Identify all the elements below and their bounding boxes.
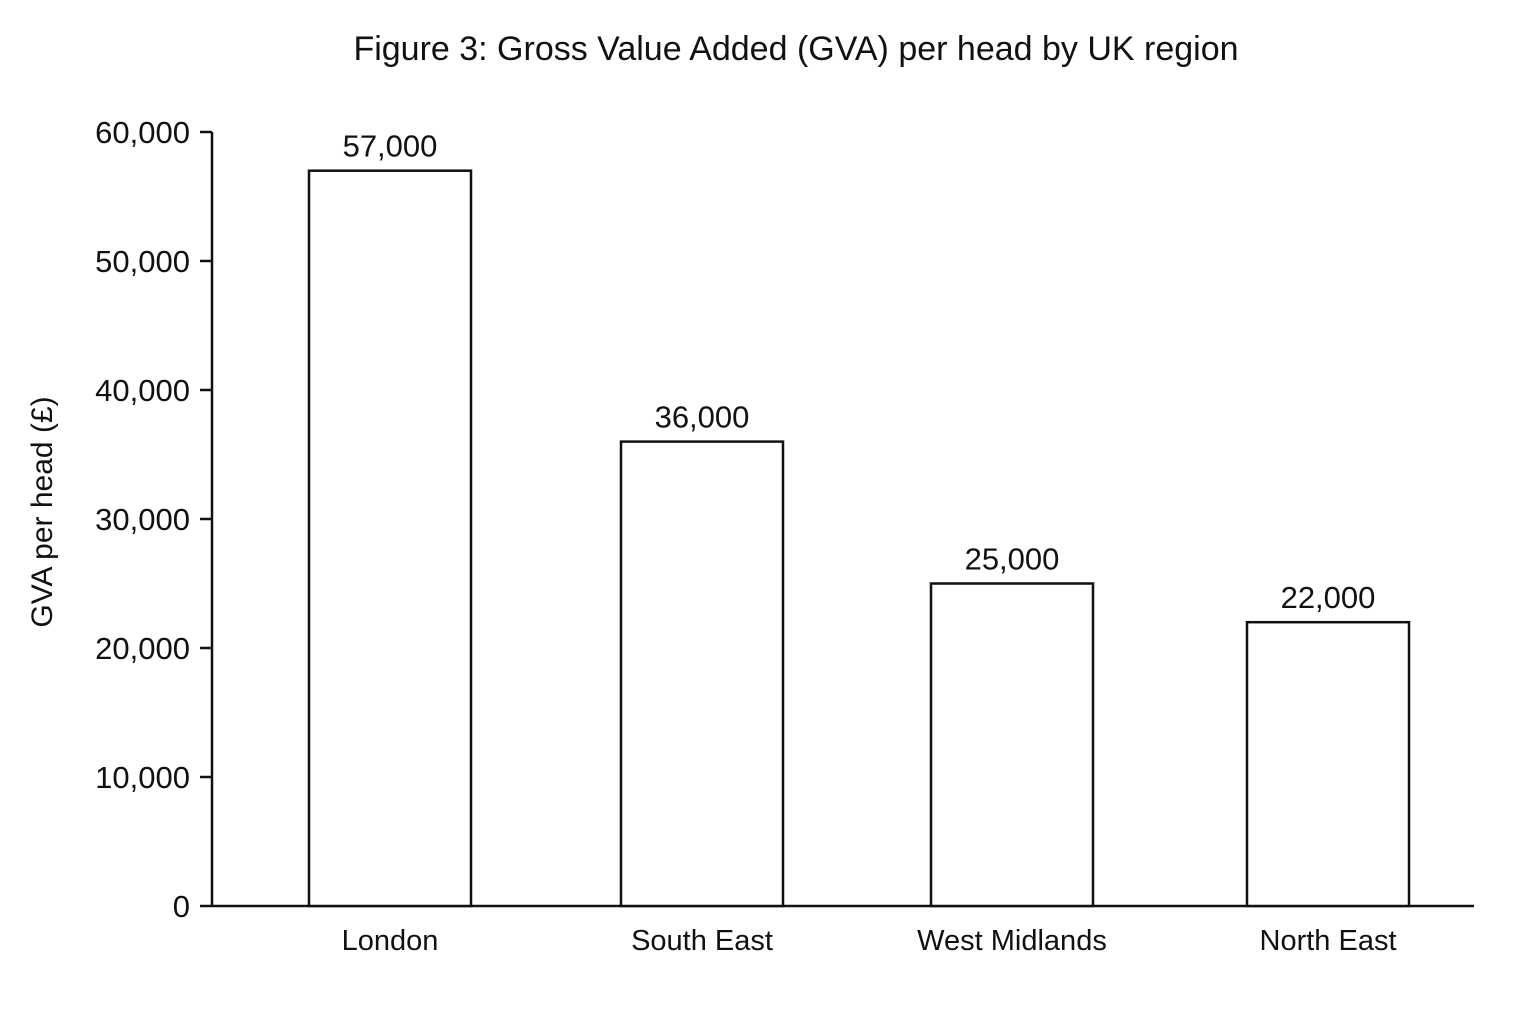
bar: [307, 169, 473, 908]
y-tick-label: 0: [173, 889, 190, 924]
data-labels: 57,000 36,000 25,000 22,000: [343, 129, 1376, 616]
y-axis: 0 10,000 20,000 30,000 40,000 50,000 60,000: [95, 115, 214, 924]
data-label: 25,000: [965, 542, 1060, 577]
data-label: 57,000: [343, 129, 438, 164]
y-tick-label: 30,000: [95, 502, 190, 537]
x-tick-label: West Midlands: [917, 925, 1107, 957]
bar: [619, 440, 785, 908]
x-tick-label: North East: [1260, 925, 1397, 957]
chart-title: Figure 3: Gross Value Added (GVA) per he…: [353, 30, 1238, 68]
x-tick-label: London: [342, 925, 439, 957]
y-tick-label: 50,000: [95, 244, 190, 279]
y-tick-label: 10,000: [95, 760, 190, 795]
bars: [307, 169, 1411, 908]
bar: [929, 582, 1095, 908]
data-label: 22,000: [1281, 580, 1376, 615]
y-tick-label: 20,000: [95, 631, 190, 666]
x-tick-labels: London South East West Midlands North East: [342, 925, 1397, 957]
y-tick-label: 40,000: [95, 373, 190, 408]
x-tick-label: South East: [631, 925, 773, 957]
y-axis-title: GVA per head (£): [26, 396, 59, 627]
bar: [1245, 620, 1411, 908]
data-label: 36,000: [655, 400, 750, 435]
y-tick-label: 60,000: [95, 115, 190, 150]
